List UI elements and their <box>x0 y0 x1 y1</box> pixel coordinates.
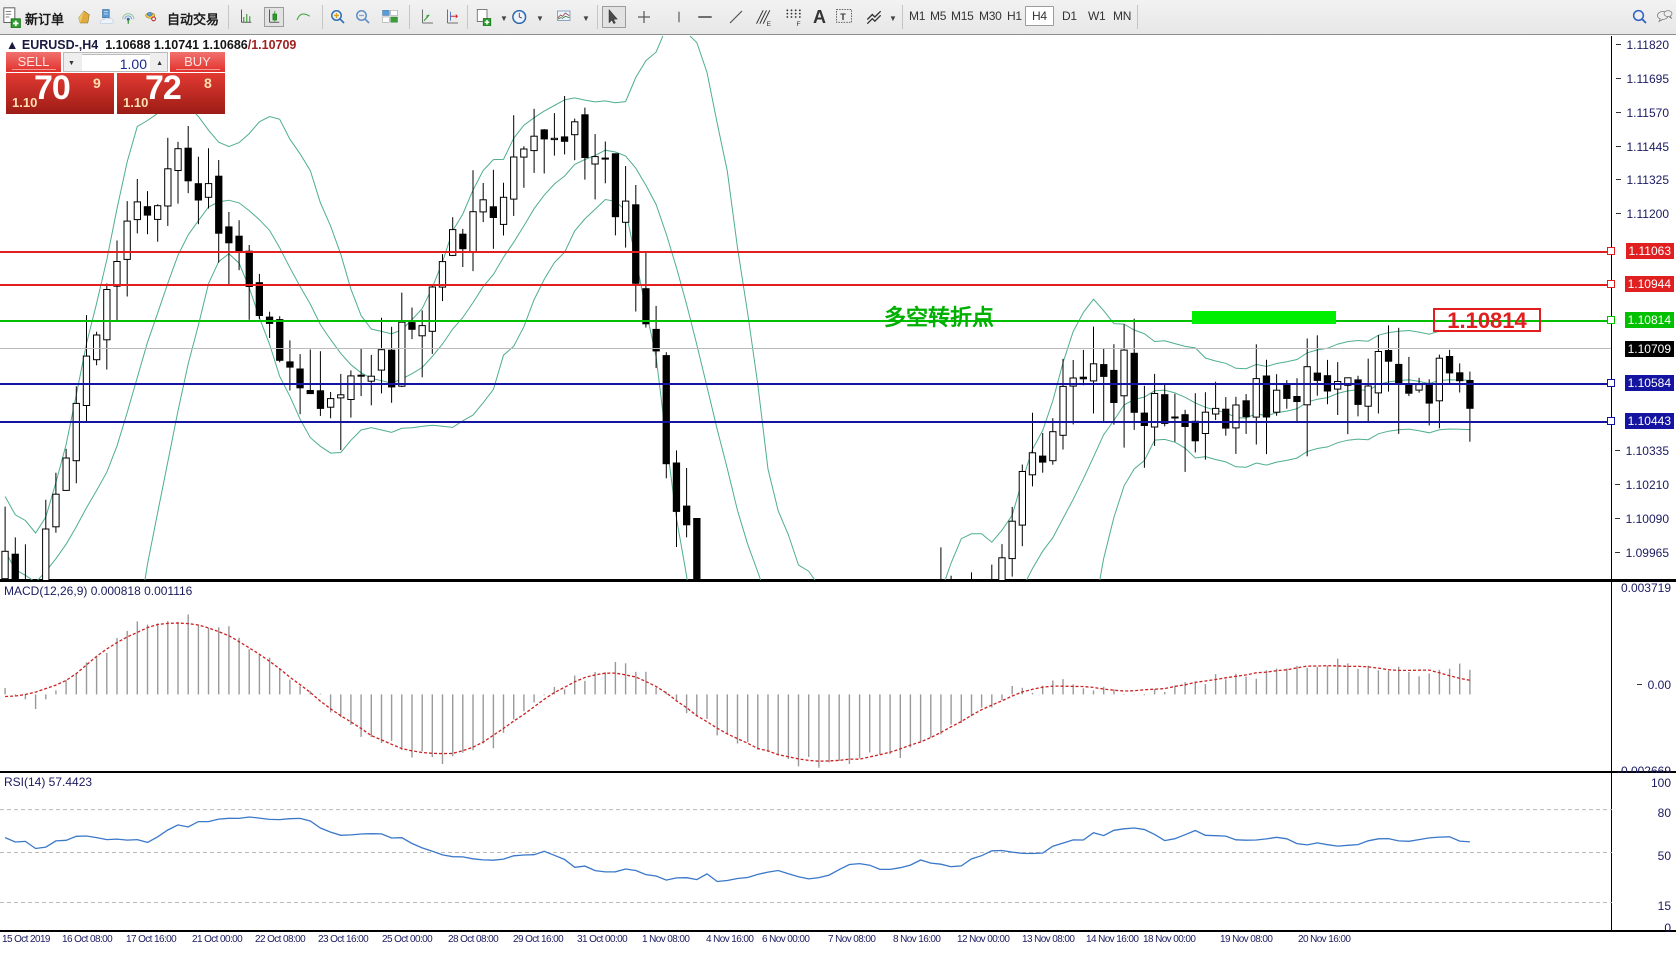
svg-text:E: E <box>767 21 772 27</box>
svg-text:T: T <box>840 12 846 22</box>
svg-text:F: F <box>797 21 801 27</box>
